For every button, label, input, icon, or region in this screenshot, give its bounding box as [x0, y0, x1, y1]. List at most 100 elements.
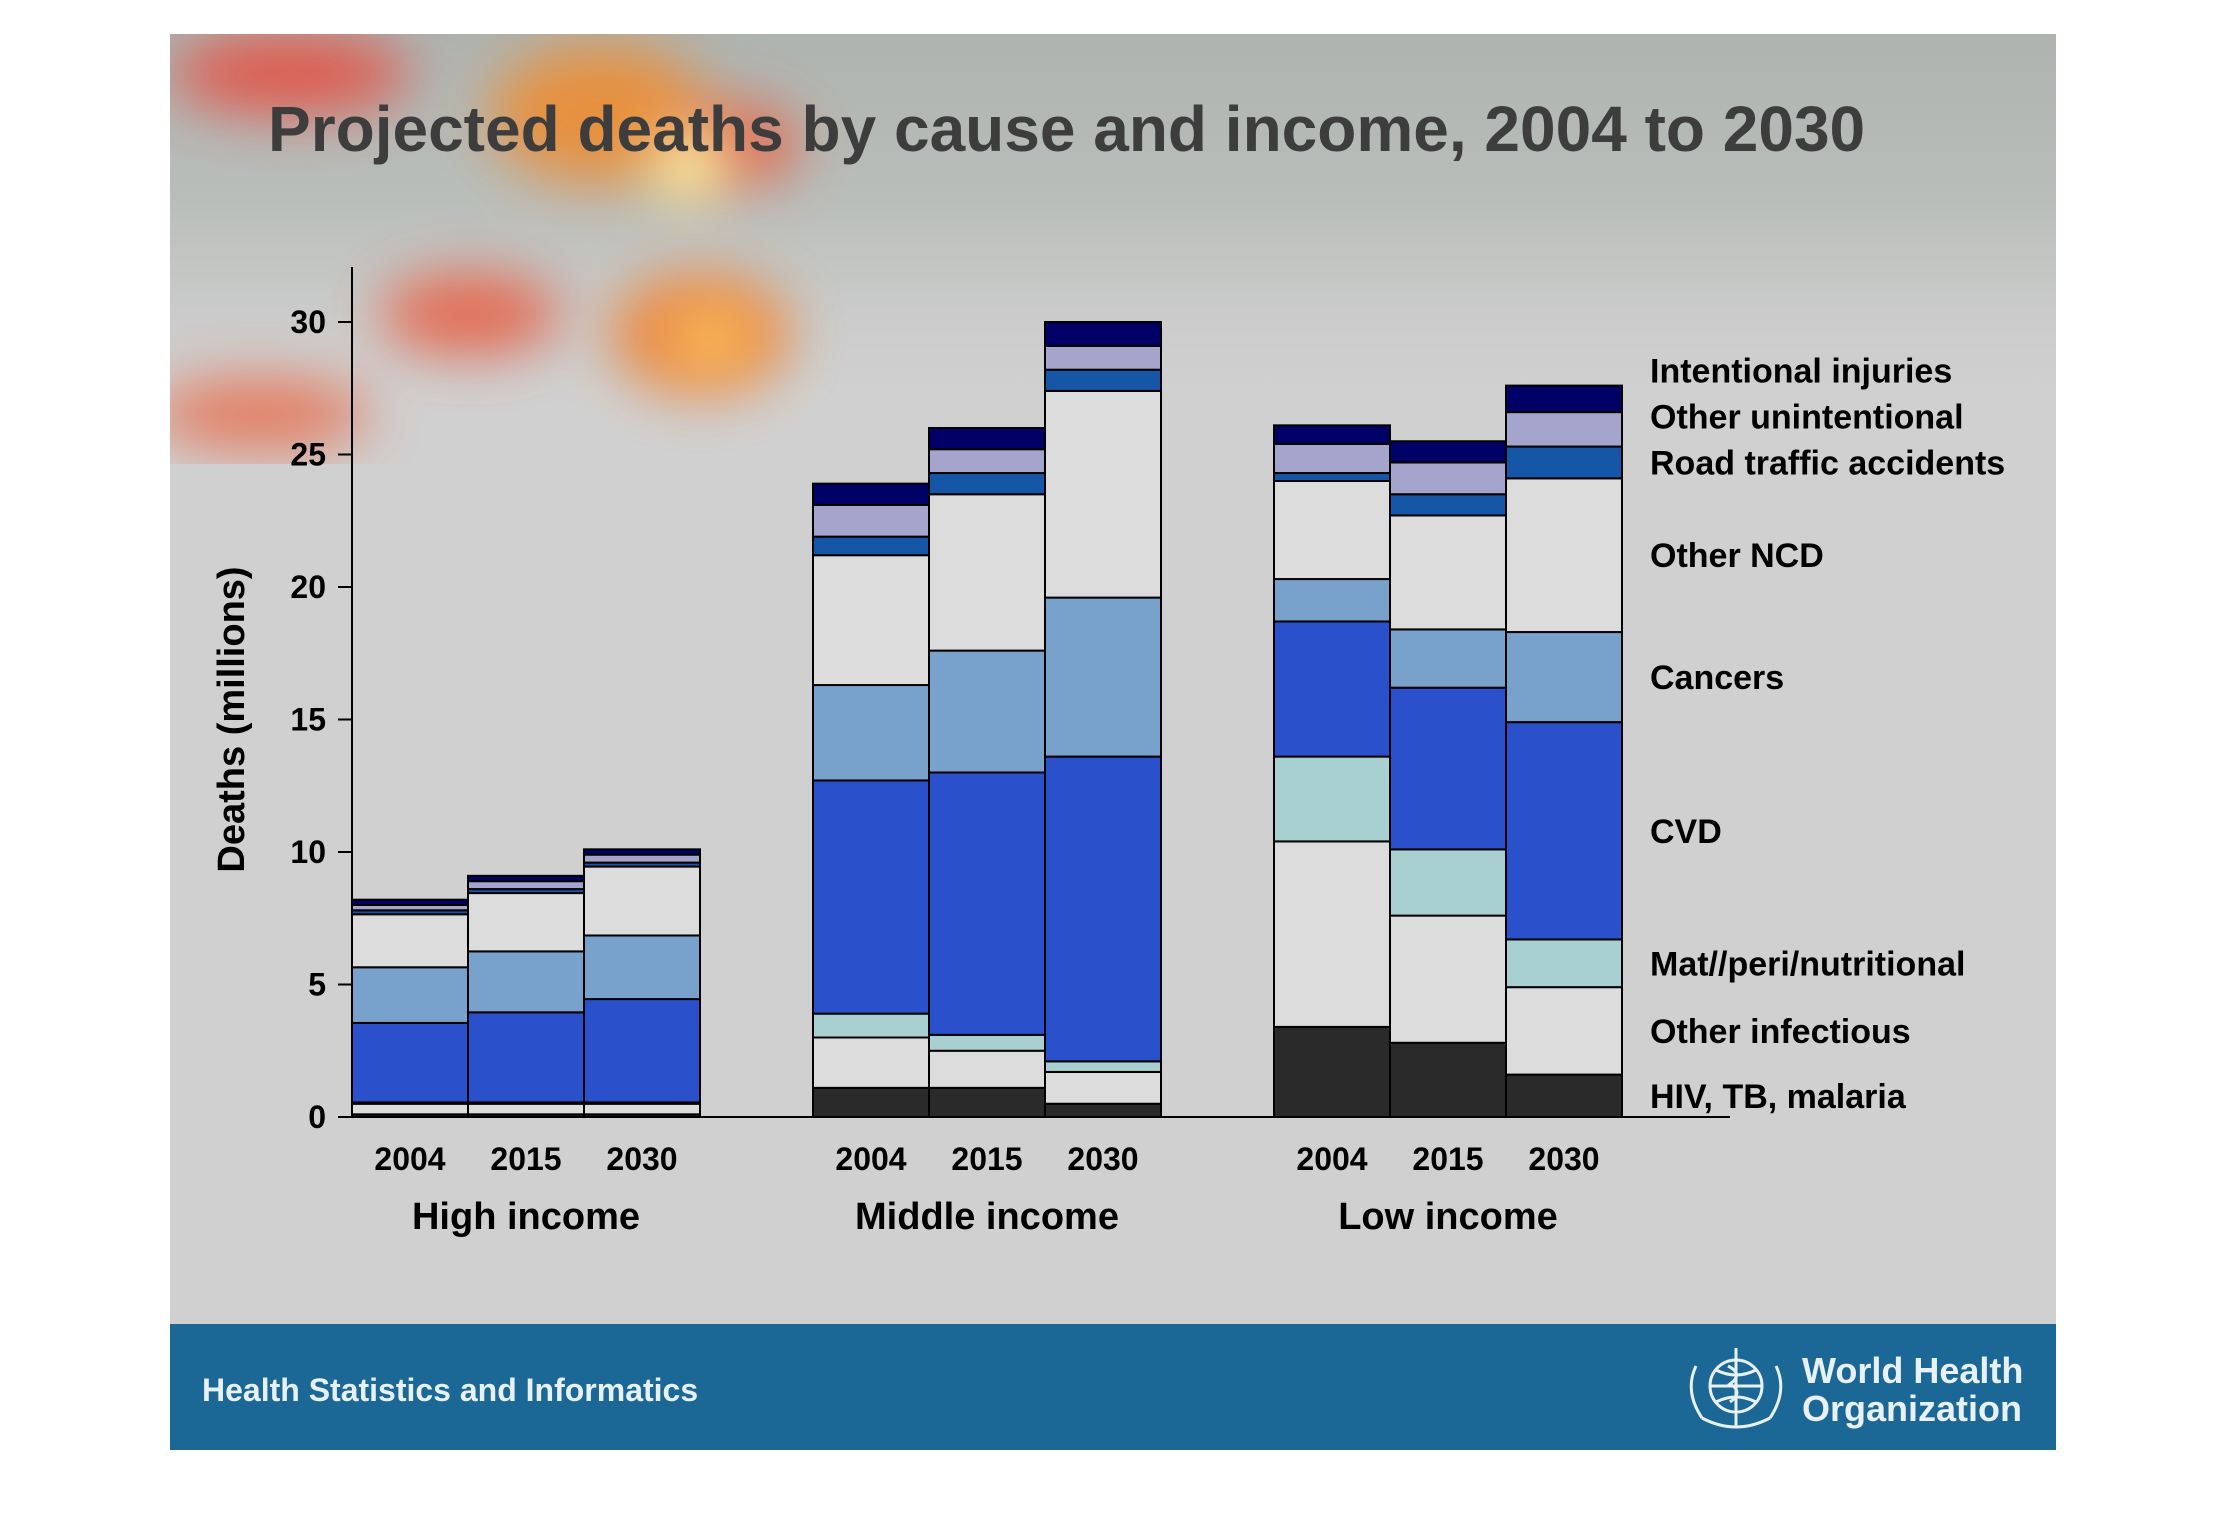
bar-segment-middle-income-2015-hiv-tb-malaria: [928, 1086, 1046, 1118]
bar-segment-middle-income-2030-hiv-tb-malaria: [1044, 1102, 1162, 1118]
x-tick-label: 2004: [835, 1141, 906, 1177]
group-label-high-income: High income: [412, 1196, 640, 1238]
bar-segment-high-income-2004-intentional-injuries: [351, 898, 469, 907]
bar-segment-high-income-2030-other-infectious: [583, 1102, 701, 1116]
bar-segment-middle-income-2004-cvd: [812, 779, 930, 1015]
bar-segment-middle-income-2030-other-unintentional: [1044, 344, 1162, 371]
bar-segment-low-income-2030-other-infectious: [1505, 986, 1623, 1076]
bar-segment-low-income-2004-mat-peri-nutritional: [1273, 755, 1391, 843]
y-tick-label: 30: [290, 304, 326, 340]
bar-segment-low-income-2004-other-ncd: [1273, 480, 1391, 581]
bar-segment-middle-income-2030-road-traffic-accidents: [1044, 368, 1162, 392]
labels-layer: 0 5 10 15 20 25 30 Deaths (millions) 2004 2015 203…: [211, 304, 2005, 1238]
who-emblem-icon: [1689, 1348, 1783, 1429]
bars-layer: [351, 321, 1623, 1119]
bar-segment-high-income-2015-cvd: [467, 1011, 585, 1104]
legend-label-cvd: CVD: [1650, 813, 1722, 851]
bar-segment-low-income-2030-road-traffic-accidents: [1505, 445, 1623, 480]
bar-segment-low-income-2004-other-infectious: [1273, 840, 1391, 1028]
bar-segment-low-income-2015-road-traffic-accidents: [1389, 493, 1507, 517]
x-tick-label: 2004: [1296, 1141, 1367, 1177]
group-label-middle-income: Middle income: [855, 1196, 1119, 1238]
bar-segment-middle-income-2015-mat-peri-nutritional: [928, 1033, 1046, 1052]
bar-segment-high-income-2004-other-ncd: [351, 913, 469, 969]
stacked-bar-chart: 0 5 10 15 20 25 30 Deaths (millions) 2004 2015 203…: [211, 267, 2005, 1238]
bar-segment-low-income-2004-intentional-injuries: [1273, 424, 1391, 445]
who-name-line2: Organization: [1802, 1388, 2023, 1429]
bar-segment-middle-income-2015-other-unintentional: [928, 448, 1046, 475]
bar-segment-low-income-2030-hiv-tb-malaria: [1505, 1073, 1623, 1118]
group-label-low-income: Low income: [1338, 1196, 1558, 1238]
bar-segment-middle-income-2015-cvd: [928, 771, 1046, 1036]
y-tick-label: 5: [308, 967, 326, 1003]
bar-segment-high-income-2030-other-unintentional: [583, 853, 701, 864]
bar-segment-low-income-2015-hiv-tb-malaria: [1389, 1041, 1507, 1118]
legend-label-other-ncd: Other NCD: [1650, 537, 1824, 575]
who-name-line1: World Health: [1802, 1350, 2024, 1391]
x-tick-label: 2030: [1528, 1141, 1599, 1177]
bar-segment-middle-income-2004-other-unintentional: [812, 503, 930, 538]
bar-segment-low-income-2030-cvd: [1505, 721, 1623, 941]
bar-segment-middle-income-2004-other-ncd: [812, 554, 930, 687]
bar-segment-middle-income-2030-intentional-injuries: [1044, 321, 1162, 347]
bar-segment-middle-income-2004-other-infectious: [812, 1036, 930, 1089]
y-axis-title: Deaths (millions): [211, 566, 253, 872]
footer-text: Health Statistics and Informatics: [202, 1372, 699, 1408]
x-tick-label: 2015: [490, 1141, 561, 1177]
bar-segment-high-income-2030-intentional-injuries: [583, 848, 701, 856]
bar-segment-middle-income-2015-intentional-injuries: [928, 427, 1046, 451]
bar-segment-high-income-2030-cvd: [583, 998, 701, 1104]
y-tick-label: 15: [290, 702, 326, 738]
bar-segment-middle-income-2030-other-infectious: [1044, 1070, 1162, 1105]
bar-segment-middle-income-2015-road-traffic-accidents: [928, 472, 1046, 496]
bar-segment-high-income-2030-cancers: [583, 934, 701, 1001]
bar-segment-middle-income-2004-road-traffic-accidents: [812, 535, 930, 557]
bar-segment-middle-income-2004-intentional-injuries: [812, 482, 930, 506]
bar-segment-high-income-2004-cancers: [351, 966, 469, 1024]
bar-segment-low-income-2030-other-unintentional: [1505, 411, 1623, 448]
bar-segment-high-income-2015-other-infectious: [467, 1102, 585, 1116]
bar-segment-low-income-2004-hiv-tb-malaria: [1273, 1025, 1391, 1119]
bar-segment-low-income-2004-cancers: [1273, 578, 1391, 623]
legend-label-hiv-tb-malaria: HIV, TB, malaria: [1650, 1078, 1907, 1116]
bar-segment-high-income-2004-cvd: [351, 1021, 469, 1104]
bar-segment-high-income-2004-other-infectious: [351, 1102, 469, 1116]
bar-segment-low-income-2015-cancers: [1389, 628, 1507, 689]
bar-segment-middle-income-2030-mat-peri-nutritional: [1044, 1060, 1162, 1073]
y-tick-label: 10: [290, 834, 326, 870]
slide: Projected deaths by cause and income, 20…: [170, 34, 2056, 1450]
who-wordmark: World Health Organization: [1802, 1352, 2023, 1428]
bar-segment-middle-income-2004-hiv-tb-malaria: [812, 1086, 930, 1118]
bar-segment-low-income-2030-mat-peri-nutritional: [1505, 938, 1623, 989]
bar-segment-low-income-2030-cancers: [1505, 631, 1623, 724]
bar-segment-middle-income-2015-other-infectious: [928, 1049, 1046, 1089]
footer-bar: Health Statistics and Informatics World …: [170, 1324, 2056, 1450]
bar-segment-middle-income-2030-cvd: [1044, 755, 1162, 1063]
bar-segment-low-income-2015-other-unintentional: [1389, 461, 1507, 496]
bar-segment-middle-income-2030-cancers: [1044, 596, 1162, 758]
bar-segment-low-income-2030-other-ncd: [1505, 477, 1623, 634]
bar-segment-low-income-2015-cvd: [1389, 686, 1507, 851]
bar-segment-middle-income-2015-cancers: [928, 649, 1046, 774]
bar-segment-middle-income-2004-cancers: [812, 684, 930, 782]
legend-label-other-infectious: Other infectious: [1650, 1013, 1911, 1051]
bar-segment-middle-income-2030-other-ncd: [1044, 389, 1162, 599]
legend-label-road-traffic-accidents: Road traffic accidents: [1650, 444, 2005, 482]
bar-segment-high-income-2015-cancers: [467, 950, 585, 1014]
bar-segment-high-income-2015-intentional-injuries: [467, 874, 585, 883]
slide-title: Projected deaths by cause and income, 20…: [268, 93, 1866, 165]
bar-segment-low-income-2015-intentional-injuries: [1389, 440, 1507, 464]
legend-label-intentional-injuries: Intentional injuries: [1650, 352, 1952, 390]
x-tick-label: 2004: [374, 1141, 445, 1177]
x-tick-label: 2030: [606, 1141, 677, 1177]
bar-segment-low-income-2004-road-traffic-accidents: [1273, 472, 1391, 482]
legend-label-cancers: Cancers: [1650, 659, 1784, 697]
bar-segment-low-income-2004-cvd: [1273, 620, 1391, 758]
bar-segment-low-income-2015-other-infectious: [1389, 914, 1507, 1044]
x-tick-label: 2015: [1412, 1141, 1483, 1177]
bar-segment-low-income-2004-other-unintentional: [1273, 442, 1391, 475]
y-tick-label: 25: [290, 437, 326, 473]
bar-segment-middle-income-2015-other-ncd: [928, 493, 1046, 652]
legend-label-other-unintentional: Other unintentional: [1650, 398, 1964, 436]
bar-segment-high-income-2015-other-ncd: [467, 892, 585, 953]
